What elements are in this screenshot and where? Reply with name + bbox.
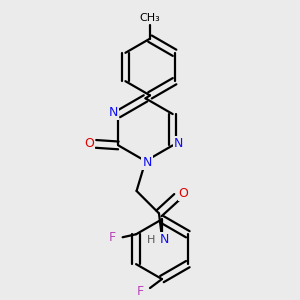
Text: F: F: [136, 284, 144, 298]
Text: O: O: [178, 188, 188, 200]
Text: CH₃: CH₃: [140, 13, 160, 23]
Text: N: N: [108, 106, 118, 119]
Text: N: N: [142, 156, 152, 169]
Text: N: N: [160, 233, 170, 246]
Text: N: N: [174, 137, 183, 150]
Text: O: O: [84, 137, 94, 150]
Text: H: H: [146, 235, 155, 244]
Text: F: F: [109, 231, 116, 244]
